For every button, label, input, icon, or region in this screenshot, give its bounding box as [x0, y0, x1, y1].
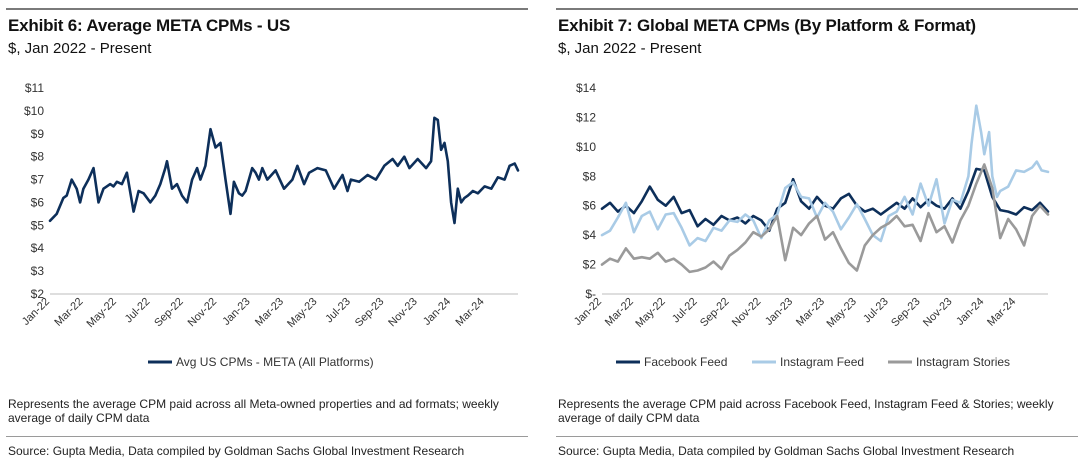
y-tick-label: $6: [583, 199, 597, 213]
legend-label: Avg US CPMs - META (All Platforms): [176, 355, 374, 369]
exhibit-6-source: Source: Gupta Media, Data compiled by Go…: [8, 444, 465, 458]
y-tick-label: $14: [576, 81, 596, 95]
x-tick-label: Jan-24: [421, 296, 453, 328]
y-tick-label: $4: [31, 241, 45, 255]
x-tick-label: Jul-23: [323, 296, 353, 326]
bottom-rule: [6, 436, 528, 437]
x-tick-label: Sep-22: [152, 296, 186, 330]
x-tick-label: Nov-22: [730, 296, 764, 330]
x-tick-label: Nov-22: [186, 296, 220, 330]
avg-us-cpms-meta-all-platforms-line: [48, 116, 520, 225]
x-tick-label: Sep-23: [353, 296, 387, 330]
y-tick-label: $7: [31, 173, 45, 187]
x-tick-label: Jul-22: [123, 296, 153, 326]
x-tick-label: Nov-23: [386, 296, 420, 330]
y-tick-label: $10: [576, 140, 596, 154]
y-tick-label: $10: [24, 104, 44, 118]
y-tick-label: $4: [583, 228, 597, 242]
x-tick-label: Sep-23: [889, 296, 923, 330]
y-tick-label: $12: [576, 110, 596, 124]
x-tick-label: May-23: [825, 296, 859, 330]
y-tick-label: $8: [31, 150, 45, 164]
legend-label: Instagram Feed: [780, 355, 864, 369]
x-tick-label: Mar-24: [985, 296, 1018, 329]
exhibit-7-title: Exhibit 7: Global META CPMs (By Platform…: [558, 16, 976, 35]
exhibit-6-panel: Exhibit 6: Average META CPMs - US $, Jan…: [6, 0, 528, 466]
y-tick-label: $-: [585, 287, 596, 301]
y-tick-label: $9: [31, 127, 45, 141]
x-tick-label: Mar-22: [603, 296, 636, 329]
exhibit-7-note: Represents the average CPM paid across F…: [558, 397, 1054, 425]
x-tick-label: Jul-23: [861, 296, 891, 326]
y-tick-label: $8: [583, 169, 597, 183]
bottom-rule: [556, 436, 1078, 437]
facebook-feed-line: [600, 167, 1050, 232]
exhibit-7-source: Source: Gupta Media, Data compiled by Go…: [558, 444, 1015, 458]
exhibit-6-subtitle: $, Jan 2022 - Present: [8, 40, 152, 57]
y-tick-label: $2: [31, 287, 45, 301]
exhibit-6-title: Exhibit 6: Average META CPMs - US: [8, 16, 291, 35]
instagram-stories-line: [600, 163, 1050, 274]
exhibit-7-panel: Exhibit 7: Global META CPMs (By Platform…: [556, 0, 1078, 466]
x-tick-label: Mar-24: [454, 296, 487, 329]
x-tick-label: May-22: [85, 296, 119, 330]
y-tick-label: $2: [583, 258, 597, 272]
legend-label: Facebook Feed: [644, 355, 727, 369]
x-tick-label: May-23: [285, 296, 319, 330]
instagram-feed-line: [600, 104, 1050, 247]
x-tick-label: Jan-24: [954, 296, 986, 328]
x-tick-label: Sep-22: [698, 296, 732, 330]
x-tick-label: Nov-23: [921, 296, 955, 330]
exhibit-7-subtitle: $, Jan 2022 - Present: [558, 40, 702, 57]
x-tick-label: Mar-23: [794, 296, 827, 329]
x-tick-label: Mar-22: [52, 296, 85, 329]
exhibit-6-note: Represents the average CPM paid across a…: [8, 397, 499, 425]
x-tick-label: Jan-23: [220, 296, 252, 328]
y-tick-label: $5: [31, 218, 45, 232]
y-tick-label: $3: [31, 264, 45, 278]
x-tick-label: Jan-23: [763, 296, 795, 328]
x-tick-label: Mar-23: [253, 296, 286, 329]
top-rule: [556, 8, 1078, 10]
x-tick-label: May-22: [633, 296, 667, 330]
legend-label: Instagram Stories: [916, 355, 1010, 369]
y-tick-label: $6: [31, 195, 45, 209]
x-tick-label: Jul-22: [670, 296, 700, 326]
top-rule: [6, 8, 528, 10]
y-tick-label: $11: [25, 81, 44, 95]
